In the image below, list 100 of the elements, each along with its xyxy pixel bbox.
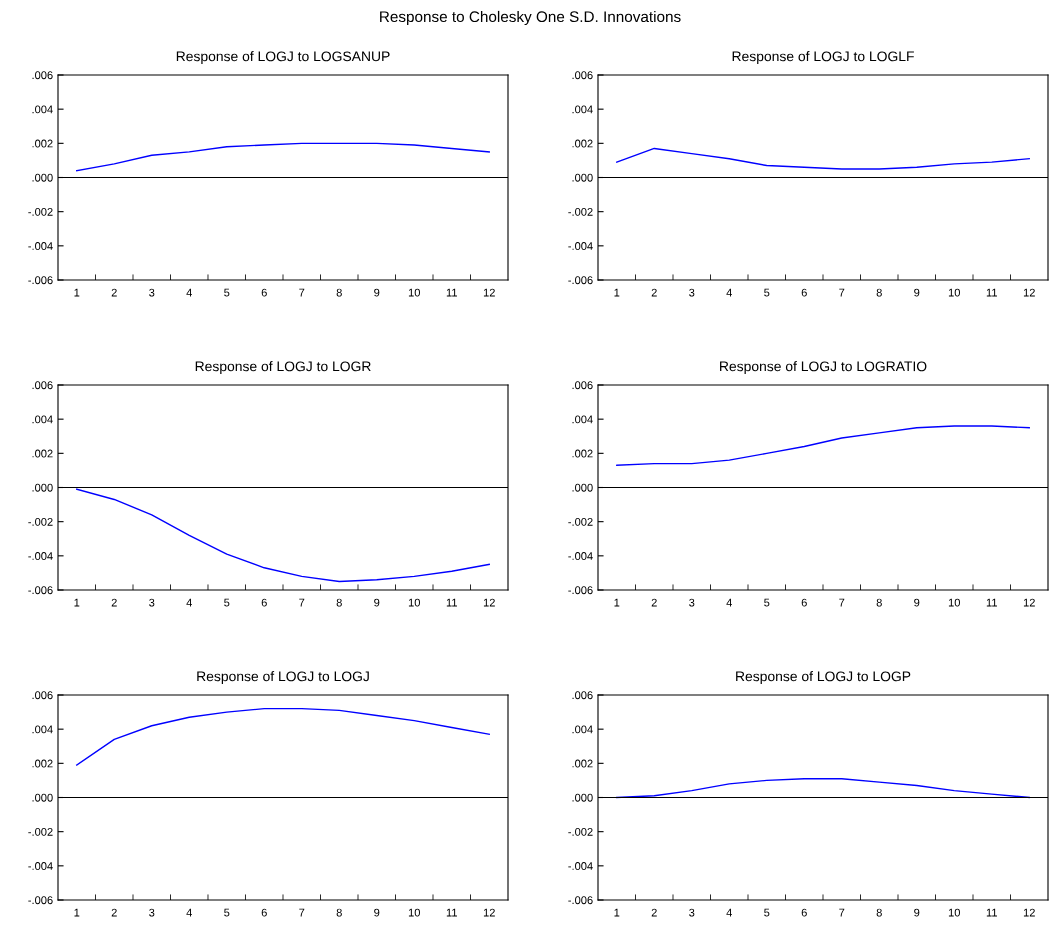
x-tick-label: 12 — [483, 908, 495, 917]
x-tick-label: 1 — [614, 908, 620, 917]
y-tick-label: .004 — [572, 105, 593, 114]
y-tick-label: .000 — [572, 793, 593, 802]
y-tick-label: .006 — [32, 381, 53, 390]
x-tick-label: 3 — [149, 288, 155, 297]
x-tick-label: 5 — [764, 598, 770, 607]
x-tick-label: 9 — [914, 288, 920, 297]
x-tick-label: 11 — [986, 908, 997, 917]
x-tick-label: 2 — [651, 288, 657, 297]
x-tick-label: 10 — [408, 598, 420, 607]
y-tick-label: -.004 — [28, 862, 53, 870]
x-tick-label: 10 — [408, 288, 420, 297]
text: Response to Cholesky One S.D. Innovations — [380, 10, 681, 26]
x-tick-label: 10 — [948, 288, 960, 297]
x-tick-label: 1 — [74, 908, 80, 917]
x-tick-label: 5 — [764, 908, 770, 917]
y-tick-label: -.002 — [28, 827, 53, 836]
y-tick-label: -.002 — [568, 827, 593, 836]
x-tick-label: 6 — [261, 598, 267, 607]
x-tick-label: 11 — [446, 908, 457, 917]
x-tick-label: 1 — [614, 288, 620, 297]
x-tick-label: 10 — [408, 908, 420, 917]
x-tick-label: 3 — [689, 908, 695, 917]
y-tick-label: .002 — [572, 759, 593, 768]
x-tick-label: 6 — [261, 908, 267, 917]
x-tick-label: 9 — [374, 598, 380, 607]
y-tick-label: .006 — [572, 381, 593, 390]
y-tick-label: -.002 — [28, 207, 53, 216]
x-tick-label: 2 — [651, 908, 657, 917]
x-tick-label: 7 — [299, 598, 305, 607]
x-tick-label: 9 — [374, 908, 380, 917]
y-tick-label: .002 — [32, 449, 53, 458]
y-tick-label: .006 — [32, 691, 53, 700]
x-tick-label: 4 — [726, 288, 733, 297]
x-tick-label: 12 — [1023, 288, 1035, 297]
chart-title: Response of LOGJ to LOGR — [195, 361, 371, 374]
x-tick-label: 9 — [914, 598, 920, 607]
x-tick-label: 3 — [149, 908, 155, 917]
x-tick-label: 1 — [74, 288, 80, 297]
y-tick-label: -.006 — [568, 586, 593, 595]
x-tick-label: 5 — [764, 288, 770, 297]
x-tick-label: 10 — [948, 598, 960, 607]
y-tick-label: .006 — [32, 71, 53, 80]
y-tick-label: -.004 — [28, 552, 53, 560]
x-tick-label: 8 — [336, 598, 342, 607]
x-tick-label: 11 — [986, 288, 997, 297]
y-tick-label: .002 — [32, 759, 53, 768]
y-tick-label: -.006 — [28, 586, 53, 595]
x-tick-label: 1 — [74, 598, 80, 607]
y-tick-label: .004 — [572, 725, 593, 734]
y-tick-label: -.006 — [568, 896, 593, 905]
y-tick-label: -.002 — [568, 207, 593, 216]
x-tick-label: 10 — [948, 908, 960, 917]
y-tick-label: -.004 — [568, 242, 593, 250]
x-tick-label: 5 — [224, 288, 230, 297]
y-tick-label: .006 — [572, 691, 593, 700]
x-tick-label: 12 — [1023, 598, 1035, 607]
y-tick-label: -.002 — [28, 517, 53, 526]
x-tick-label: 8 — [336, 908, 342, 917]
x-tick-label: 11 — [446, 598, 457, 607]
x-tick-label: 3 — [689, 598, 695, 607]
x-tick-label: 5 — [224, 598, 230, 607]
x-tick-label: 8 — [876, 288, 882, 297]
x-tick-label: 2 — [111, 908, 117, 917]
x-tick-label: 3 — [149, 598, 155, 607]
chart-title: Response of LOGJ to LOGSANUP — [176, 51, 390, 64]
x-tick-label: 5 — [224, 908, 230, 917]
x-tick-label: 6 — [801, 288, 807, 297]
y-tick-label: .000 — [572, 483, 593, 492]
y-tick-label: -.006 — [28, 276, 53, 285]
y-tick-label: .000 — [32, 483, 53, 492]
x-tick-label: 1 — [614, 598, 620, 607]
y-tick-label: .002 — [32, 139, 53, 148]
y-tick-label: -.004 — [568, 862, 593, 870]
x-tick-label: 7 — [299, 288, 305, 297]
y-tick-label: .002 — [572, 139, 593, 148]
x-tick-label: 7 — [839, 908, 845, 917]
x-tick-label: 9 — [914, 908, 920, 917]
y-tick-label: .006 — [572, 71, 593, 80]
x-tick-label: 4 — [186, 288, 193, 297]
x-tick-label: 6 — [801, 908, 807, 917]
x-tick-label: 4 — [726, 908, 733, 917]
y-tick-label: .000 — [32, 173, 53, 182]
y-tick-label: .000 — [32, 793, 53, 802]
x-tick-label: 6 — [801, 598, 807, 607]
y-tick-label: .002 — [572, 449, 593, 458]
x-tick-label: 2 — [111, 288, 117, 297]
x-tick-label: 12 — [1023, 908, 1035, 917]
x-tick-label: 3 — [689, 288, 695, 297]
x-tick-label: 7 — [839, 598, 845, 607]
y-tick-label: -.002 — [568, 517, 593, 526]
x-tick-label: 4 — [186, 908, 193, 917]
x-tick-label: 12 — [483, 288, 495, 297]
chart-title: Response of LOGJ to LOGP — [736, 671, 911, 684]
y-tick-label: -.004 — [568, 552, 593, 560]
x-tick-label: 2 — [651, 598, 657, 607]
x-tick-label: 2 — [111, 598, 117, 607]
y-tick-label: .004 — [32, 725, 53, 734]
x-tick-label: 7 — [839, 288, 845, 297]
